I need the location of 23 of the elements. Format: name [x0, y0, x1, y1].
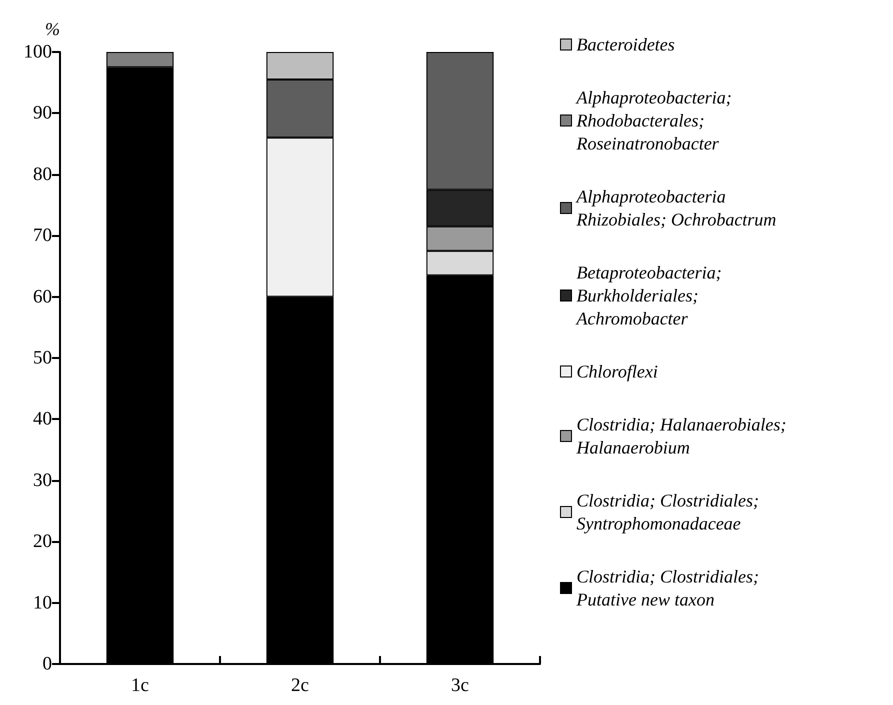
y-tick-label: 50: [33, 348, 52, 368]
y-tick-label: 100: [24, 42, 52, 62]
y-tick-label: 30: [33, 470, 52, 491]
y-tick-label: 0: [42, 654, 52, 674]
y-tick-label: 80: [33, 164, 52, 185]
y-tick-label: 10: [33, 592, 52, 614]
legend-label: Clostridia; Halanaerobiales; Halanaerobium: [576, 414, 791, 458]
y-tick-label: 90: [33, 102, 52, 124]
y-tick-label: 40: [33, 408, 52, 430]
y-tick-label: 60: [33, 286, 52, 308]
x-tick-label: 1c: [131, 675, 149, 696]
legend-label: Clostridia; Clostridiales; Syntrophomonadaceae: [576, 490, 764, 534]
y-axis-title: %: [45, 19, 60, 39]
legend-label: Chloroflexi: [576, 362, 658, 382]
x-tick-label: 2c: [291, 675, 309, 696]
legend-label: Alphaproteobacteria Rhizobiales; Ochrobactrum: [576, 186, 776, 230]
legend-label: Clostridia; Clostridiales; Putative new taxon: [576, 566, 764, 610]
y-tick-label: 20: [33, 531, 52, 552]
y-tick-label: 70: [33, 225, 52, 246]
legend-label: Betaproteobacteria; Burkholderiales; Achromobacter: [576, 262, 726, 328]
legend-label: Bacteroidetes: [576, 34, 675, 54]
x-tick-label: 3c: [451, 675, 469, 696]
legend-label: Alphaproteobacteria; Rhodobacterales; Roseinatronobacter: [576, 88, 736, 154]
